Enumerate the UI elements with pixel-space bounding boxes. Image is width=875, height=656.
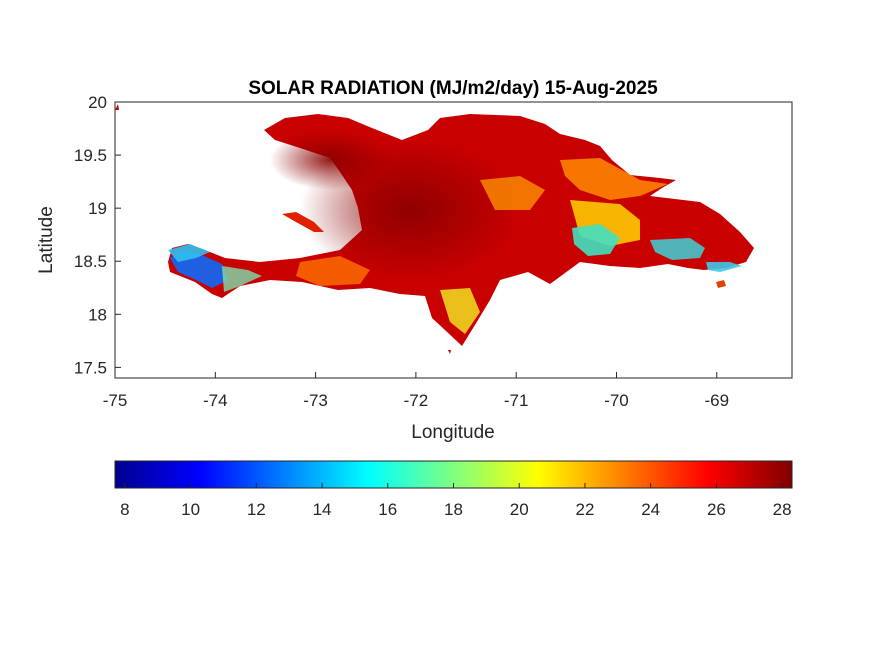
y-tick-label: 20: [88, 93, 107, 112]
island-speck-northwest: [115, 104, 119, 110]
x-tick-label: -74: [203, 391, 228, 410]
colorbar-tick-label: 16: [378, 500, 397, 519]
patch-cyan-southwest-2: [222, 266, 262, 292]
colorbar-tick-label: 22: [575, 500, 594, 519]
patch-orange-west: [296, 256, 370, 286]
colorbar: 8 10 12 14 16 18 20 22 24 26 28: [114, 460, 793, 519]
y-tick-label: 18: [88, 305, 107, 324]
y-tick-label: 19: [88, 199, 107, 218]
colorbar-tick-label: 12: [247, 500, 266, 519]
x-axis: -75 -74 -73 -72 -71 -70 -69 Longitude: [103, 372, 729, 443]
patch-orange-north: [560, 158, 668, 200]
land-core-shade-2: [270, 130, 390, 190]
x-tick-label: -73: [303, 391, 328, 410]
island-saona: [716, 280, 726, 288]
patch-yellow-south: [440, 288, 480, 334]
map-title: SOLAR RADIATION (MJ/m2/day) 15-Aug-2025: [248, 78, 658, 99]
y-axis-label: Latitude: [36, 206, 57, 274]
x-axis-label: Longitude: [411, 422, 494, 443]
colorbar-tick-label: 10: [181, 500, 200, 519]
x-tick-label: -69: [704, 391, 729, 410]
y-tick-label: 17.5: [74, 358, 107, 377]
x-tick-label: -71: [504, 391, 529, 410]
island-hispaniola: [115, 104, 754, 354]
patch-cyan-east: [572, 224, 620, 256]
island-gonave: [282, 212, 324, 232]
colorbar-tick-label: 28: [773, 500, 792, 519]
colorbar-tick-label: 20: [510, 500, 529, 519]
colorbar-tick-label: 26: [707, 500, 726, 519]
patch-cyan-southeast: [706, 262, 742, 272]
x-tick-label: -70: [604, 391, 629, 410]
colorbar-tick-label: 18: [444, 500, 463, 519]
patch-cyan-southwest: [168, 244, 210, 262]
colorbar-tick-label: 24: [641, 500, 660, 519]
y-axis: 17.5 18 18.5 19 19.5 20 Latitude: [36, 93, 121, 377]
patch-orange-center: [480, 176, 545, 210]
patch-cyan-east-2: [650, 238, 705, 260]
y-tick-label: 18.5: [74, 252, 107, 271]
colorbar-tick-label: 8: [120, 500, 129, 519]
x-tick-label: -72: [404, 391, 429, 410]
x-tick-label: -75: [103, 391, 128, 410]
island-beata: [448, 350, 451, 354]
y-tick-label: 19.5: [74, 146, 107, 165]
colorbar-tick-label: 14: [313, 500, 332, 519]
